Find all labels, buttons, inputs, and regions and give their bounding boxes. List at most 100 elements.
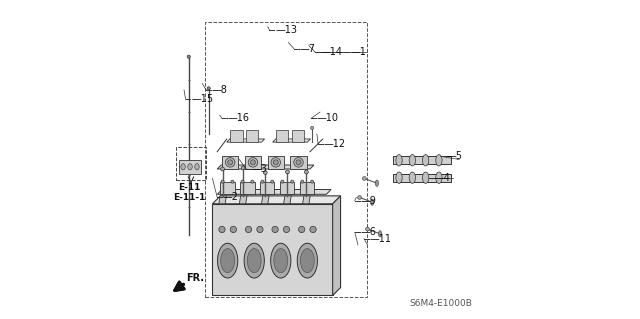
Text: E-11
E-11-1: E-11 E-11-1 [173, 183, 205, 202]
Text: —5: —5 [447, 151, 463, 161]
Polygon shape [291, 156, 307, 169]
Ellipse shape [219, 226, 225, 233]
Polygon shape [333, 196, 340, 295]
Ellipse shape [310, 180, 314, 183]
Ellipse shape [310, 126, 314, 130]
Ellipse shape [271, 180, 274, 183]
Polygon shape [222, 156, 239, 169]
Ellipse shape [228, 160, 233, 165]
Polygon shape [220, 182, 235, 194]
Ellipse shape [195, 164, 199, 170]
Polygon shape [303, 196, 310, 204]
Polygon shape [260, 182, 275, 194]
Text: FR.: FR. [186, 273, 205, 284]
Polygon shape [393, 156, 451, 164]
Ellipse shape [271, 158, 280, 167]
Ellipse shape [218, 243, 238, 278]
Ellipse shape [271, 243, 291, 278]
Text: —1: —1 [350, 47, 366, 57]
Text: —10: —10 [317, 113, 339, 123]
Text: —11: —11 [370, 234, 392, 243]
Polygon shape [262, 196, 269, 204]
Ellipse shape [181, 164, 186, 170]
Ellipse shape [221, 180, 224, 183]
Ellipse shape [241, 180, 244, 183]
Ellipse shape [296, 160, 301, 165]
Bar [176, 147, 206, 180]
Text: —14: —14 [321, 47, 342, 57]
Ellipse shape [365, 227, 369, 231]
Ellipse shape [187, 55, 190, 58]
Ellipse shape [250, 160, 255, 165]
Text: —8: —8 [212, 85, 228, 95]
Ellipse shape [257, 226, 263, 233]
Ellipse shape [297, 243, 317, 278]
Ellipse shape [261, 180, 264, 183]
Ellipse shape [294, 158, 303, 167]
Ellipse shape [281, 180, 284, 183]
Ellipse shape [244, 243, 264, 278]
Ellipse shape [188, 164, 192, 170]
Ellipse shape [422, 172, 429, 183]
Ellipse shape [285, 168, 289, 172]
Ellipse shape [436, 172, 442, 183]
Text: —12: —12 [324, 139, 346, 149]
Ellipse shape [301, 180, 304, 183]
Polygon shape [273, 139, 310, 142]
Ellipse shape [251, 180, 254, 183]
Ellipse shape [298, 226, 305, 233]
Ellipse shape [436, 155, 442, 166]
Ellipse shape [409, 155, 415, 166]
Ellipse shape [221, 249, 235, 273]
Polygon shape [300, 182, 314, 194]
Ellipse shape [230, 226, 237, 233]
Polygon shape [246, 130, 259, 142]
Ellipse shape [396, 172, 402, 183]
Polygon shape [284, 196, 291, 204]
Polygon shape [217, 165, 314, 169]
Ellipse shape [273, 160, 278, 165]
Ellipse shape [310, 226, 316, 233]
Ellipse shape [247, 249, 261, 273]
Text: —2: —2 [223, 192, 239, 203]
Text: —16: —16 [228, 113, 250, 123]
Text: —3: —3 [252, 164, 268, 174]
Ellipse shape [371, 199, 374, 205]
Ellipse shape [241, 167, 245, 171]
Ellipse shape [221, 170, 225, 174]
Polygon shape [244, 156, 261, 169]
Ellipse shape [272, 226, 278, 233]
Ellipse shape [362, 177, 366, 180]
Polygon shape [276, 130, 289, 142]
Text: —9: —9 [360, 196, 376, 206]
Polygon shape [230, 130, 243, 142]
Text: —6: —6 [360, 227, 376, 237]
Ellipse shape [300, 249, 314, 273]
Ellipse shape [378, 231, 381, 237]
Ellipse shape [305, 168, 308, 172]
Polygon shape [212, 204, 333, 295]
Polygon shape [280, 182, 294, 194]
Polygon shape [217, 189, 331, 194]
Text: —13: —13 [275, 25, 297, 35]
Text: —15: —15 [191, 94, 213, 104]
Polygon shape [239, 196, 247, 204]
Ellipse shape [396, 155, 402, 166]
Polygon shape [393, 174, 451, 182]
Ellipse shape [207, 87, 211, 90]
Text: —4: —4 [435, 174, 451, 183]
Ellipse shape [422, 155, 429, 166]
Polygon shape [212, 196, 340, 204]
Ellipse shape [375, 180, 378, 186]
Polygon shape [227, 139, 265, 142]
Ellipse shape [264, 166, 267, 170]
Ellipse shape [409, 172, 415, 183]
Ellipse shape [231, 180, 234, 183]
Ellipse shape [245, 226, 252, 233]
Polygon shape [219, 196, 227, 204]
Polygon shape [268, 156, 284, 169]
Polygon shape [292, 130, 304, 142]
Bar [205, 22, 367, 297]
Ellipse shape [291, 180, 294, 183]
Text: S6M4-E1000B: S6M4-E1000B [409, 299, 472, 308]
